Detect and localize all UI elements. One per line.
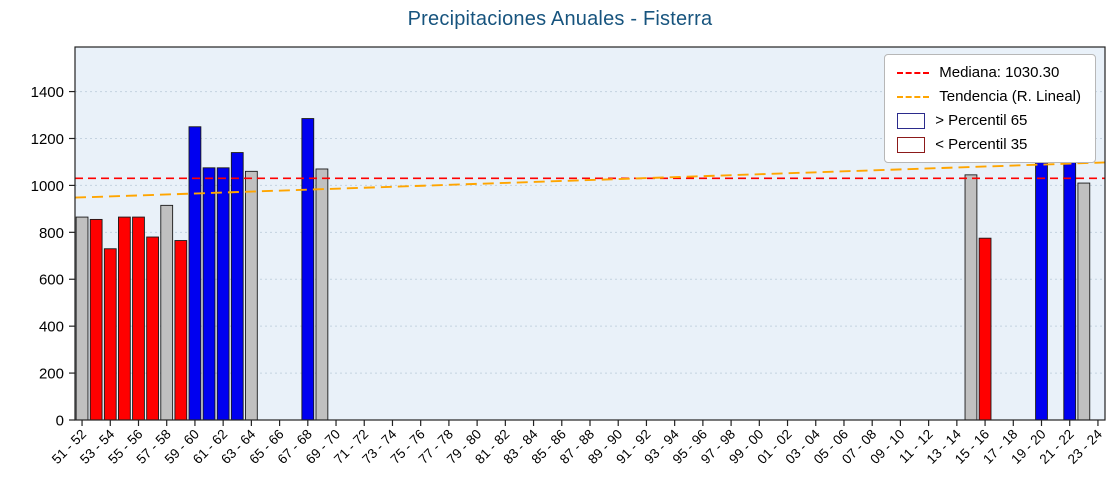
legend-item-high: > Percentil 65 <box>897 112 1081 129</box>
bar-54-55 <box>118 216 131 421</box>
legend-trend-label: Tendencia (R. Lineal) <box>939 88 1081 105</box>
bar-67-68 <box>301 118 315 421</box>
legend-high-label: > Percentil 65 <box>935 112 1028 129</box>
y-tick-label: 1400 <box>31 84 64 101</box>
trend-line-swatch-icon <box>897 95 930 98</box>
legend-item-median: Mediana: 1030.30 <box>897 64 1081 81</box>
y-tick-label: 800 <box>39 225 64 242</box>
legend-low-label: < Percentil 35 <box>935 136 1028 153</box>
trend-line <box>74 161 1106 199</box>
bar-15-16 <box>978 237 992 421</box>
bar-53-54 <box>103 248 117 421</box>
y-tick-label: 1000 <box>31 178 64 195</box>
bar-55-56 <box>132 216 145 421</box>
y-tick-label: 400 <box>39 319 64 336</box>
bar-56-57 <box>146 236 159 421</box>
bar-57-58 <box>160 204 174 421</box>
y-tick-label: 1200 <box>31 131 64 148</box>
median-line-swatch-icon <box>897 71 930 74</box>
y-tick-label: 600 <box>39 272 64 289</box>
bar-52-53 <box>89 218 103 421</box>
bar-51-52 <box>75 216 89 421</box>
bar-60-61 <box>202 167 216 421</box>
y-tick-label: 200 <box>39 366 64 383</box>
bar-63-64 <box>244 170 258 421</box>
bar-19-20 <box>1035 154 1048 421</box>
legend-item-low: < Percentil 35 <box>897 136 1081 153</box>
legend: Mediana: 1030.30 Tendencia (R. Lineal) >… <box>884 54 1096 163</box>
chart-title: Precipitaciones Anuales - Fisterra <box>407 8 713 30</box>
low-percentile-swatch-icon <box>897 136 926 153</box>
bar-14-15 <box>964 174 978 421</box>
high-percentile-swatch-icon <box>897 112 926 129</box>
legend-item-trend: Tendencia (R. Lineal) <box>897 88 1081 105</box>
y-tick-label: 0 <box>56 413 64 430</box>
bar-59-60 <box>188 126 202 421</box>
bar-68-69 <box>315 168 329 421</box>
bar-58-59 <box>174 240 188 421</box>
bar-22-23 <box>1077 182 1091 421</box>
bar-61-62 <box>216 167 230 421</box>
legend-median-label: Mediana: 1030.30 <box>939 64 1060 81</box>
